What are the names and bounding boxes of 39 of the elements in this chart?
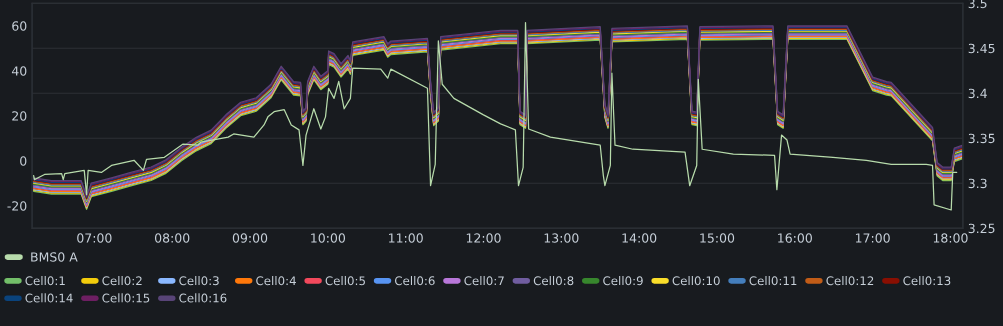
legend-label: Cell0:2 bbox=[102, 276, 142, 286]
legend-label: Cell0:4 bbox=[256, 276, 296, 286]
y-tick-label: -20 bbox=[7, 201, 27, 211]
legend-label: Cell0:3 bbox=[179, 276, 219, 286]
y2-tick-label: 3.45 bbox=[968, 43, 995, 54]
y-tick-label: 20 bbox=[12, 111, 27, 121]
y-tick-label: 40 bbox=[11, 66, 27, 76]
x-tick-label: 16:00 bbox=[778, 233, 812, 243]
legend-label: Cell0:10 bbox=[672, 276, 720, 286]
legend-label: Cell0:14 bbox=[25, 293, 73, 303]
legend-label: Cell0:6 bbox=[394, 276, 435, 286]
x-tick-label: 09:00 bbox=[232, 233, 268, 243]
legend-label: Cell0:9 bbox=[603, 276, 643, 286]
y2-tick-label: 3.25 bbox=[968, 223, 995, 234]
y-tick-label: 0 bbox=[20, 156, 27, 166]
x-tick-label: 15:00 bbox=[700, 233, 735, 243]
x-tick-label: 10:00 bbox=[311, 233, 346, 243]
legend-label: Cell0:15 bbox=[102, 293, 150, 303]
legend-label: BMS0 A bbox=[31, 252, 78, 262]
x-tick-label: 07:00 bbox=[77, 233, 112, 243]
x-tick-label: 18:00 bbox=[933, 233, 968, 243]
legend-label: Cell0:16 bbox=[179, 293, 227, 303]
y2-tick-label: 3.4 bbox=[968, 88, 987, 99]
y2-tick-label: 3.3 bbox=[968, 178, 987, 189]
x-tick-label: 12:00 bbox=[466, 233, 501, 243]
x-tick-label: 11:00 bbox=[389, 233, 423, 243]
legend-label: Cell0:13 bbox=[903, 276, 951, 286]
y2-tick-label: 3.35 bbox=[968, 133, 995, 144]
x-tick-label: 08:00 bbox=[154, 233, 190, 243]
x-tick-label: 17:00 bbox=[855, 233, 890, 243]
legend-label: Cell0:8 bbox=[533, 276, 574, 286]
x-tick-label: 14:00 bbox=[622, 233, 657, 243]
legend-label: Cell0:11 bbox=[749, 276, 797, 286]
x-tick-label: 13:00 bbox=[544, 233, 579, 243]
y-tick-label: 60 bbox=[12, 21, 27, 31]
legend-label: Cell0:12 bbox=[826, 276, 874, 286]
legend-label: Cell0:7 bbox=[464, 276, 504, 286]
legend-label: Cell0:5 bbox=[325, 276, 365, 286]
legend-label: Cell0:1 bbox=[25, 276, 65, 286]
